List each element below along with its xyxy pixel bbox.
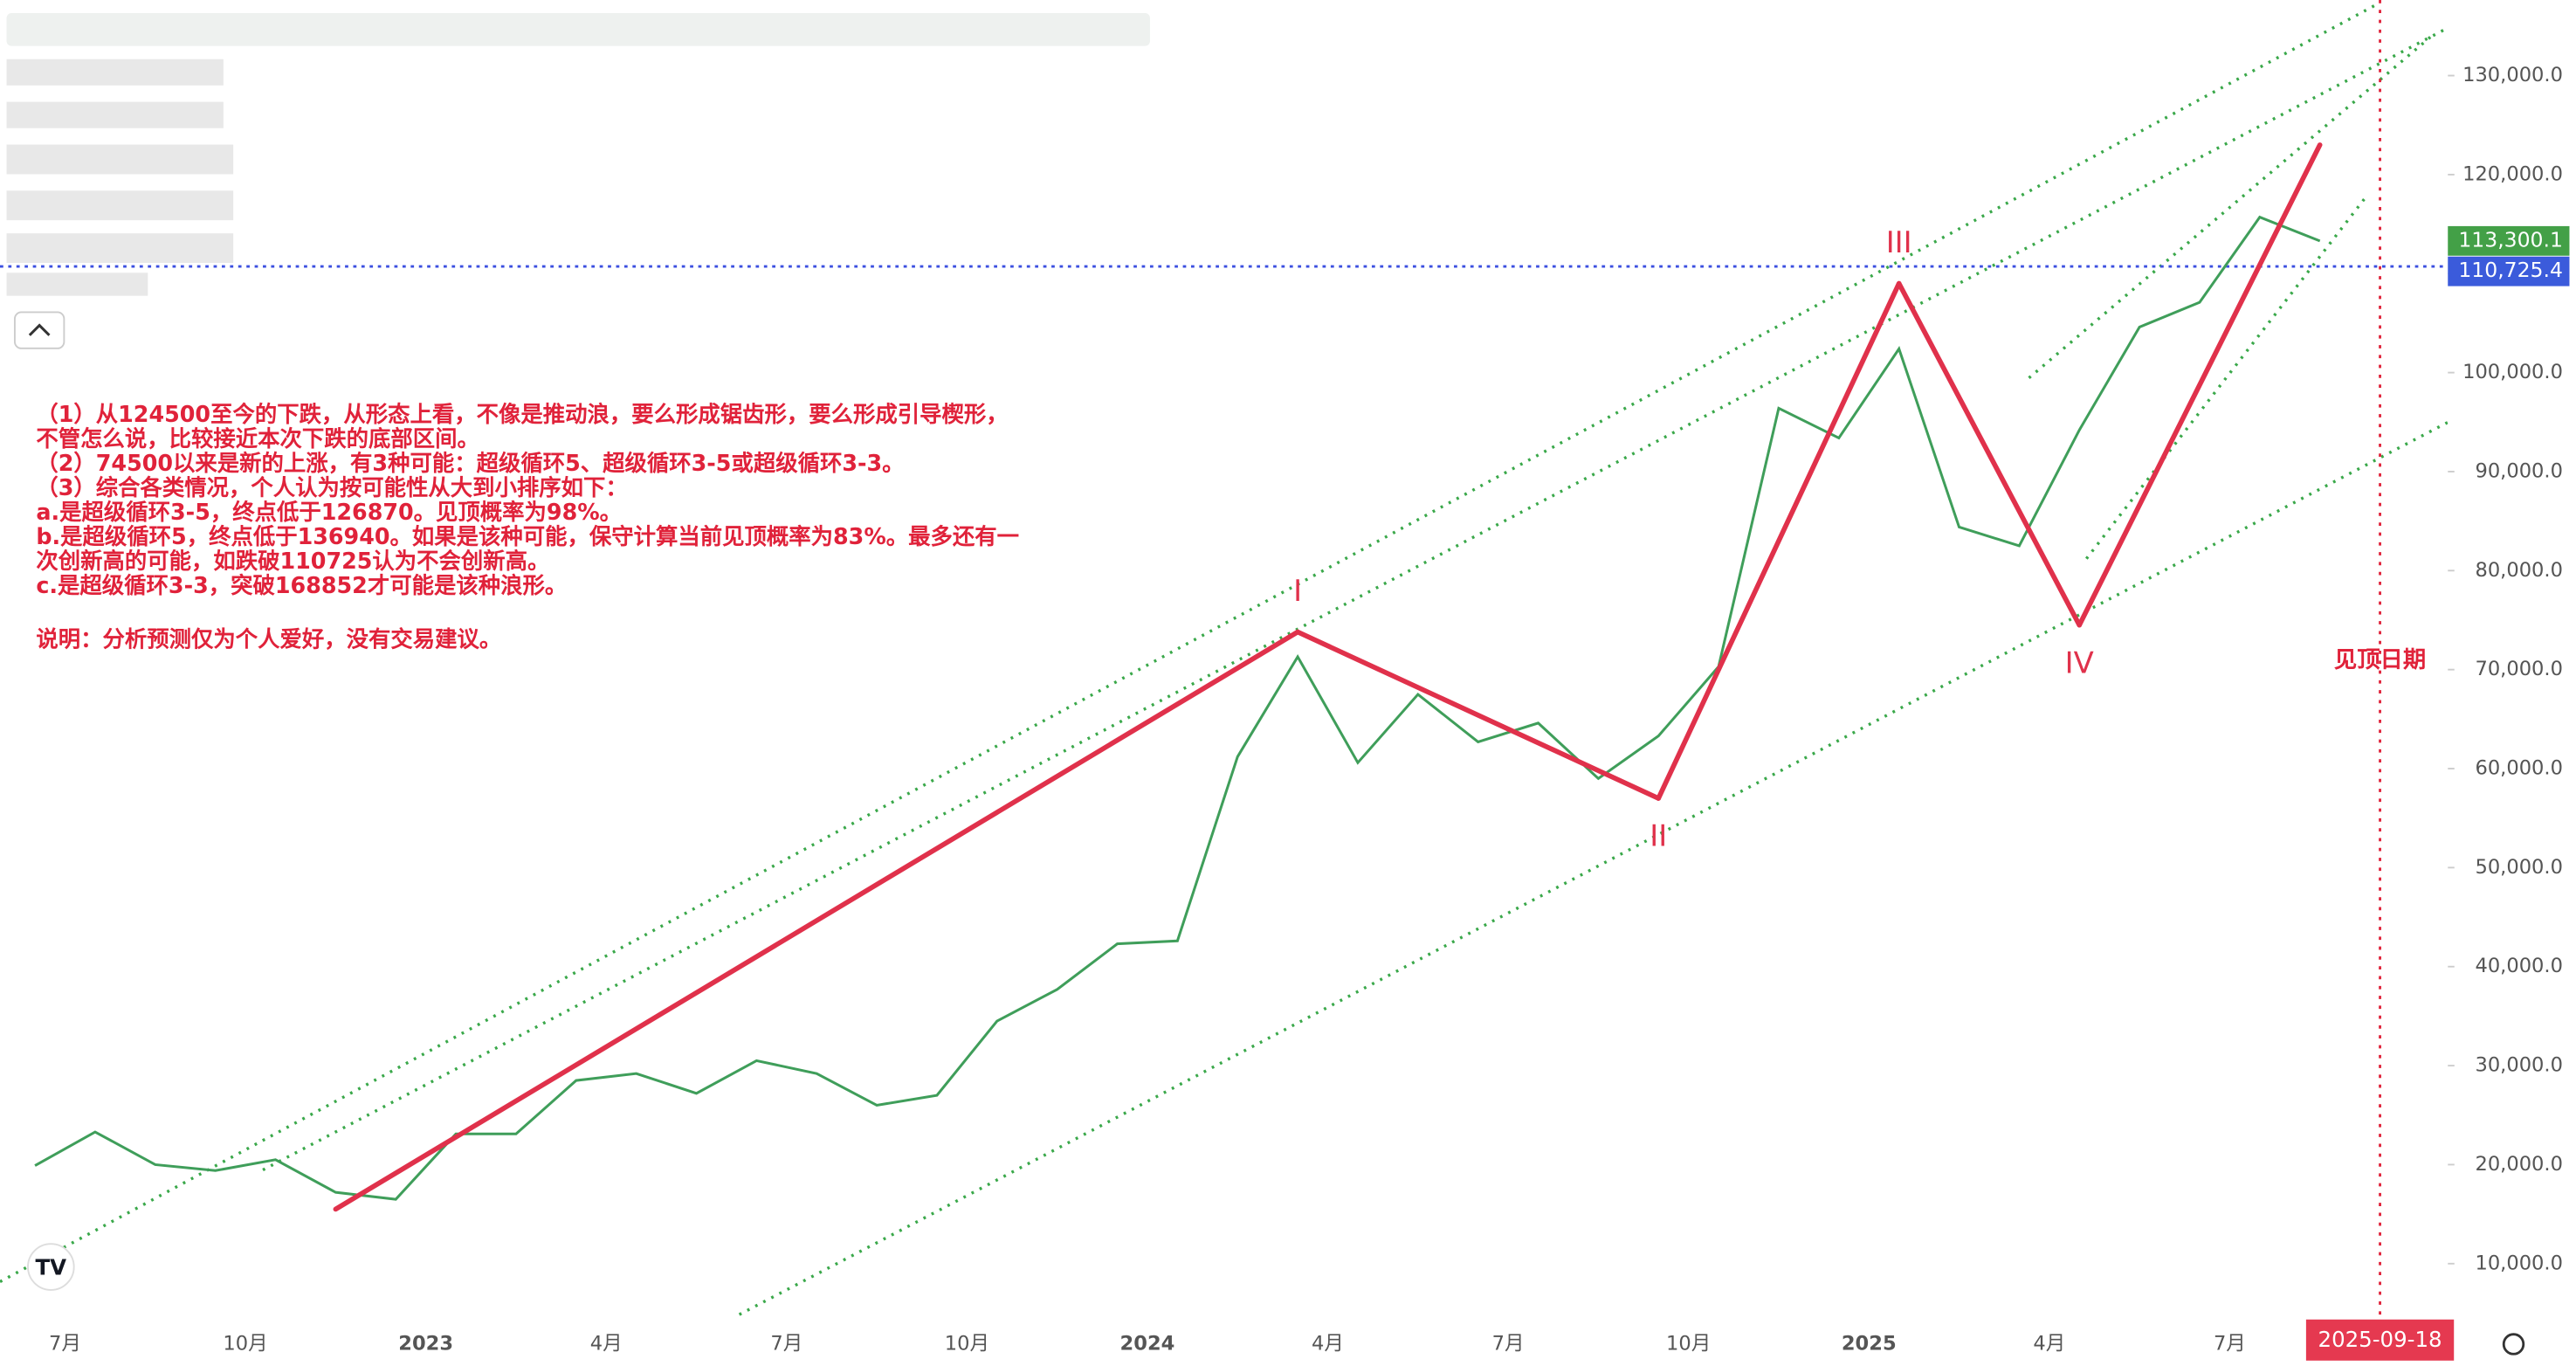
note-line: a.是超级循环3-5，终点低于126870。见顶概率为98%。 [36, 499, 622, 525]
x-tick-label: 4月 [590, 1332, 623, 1355]
y-tick-label: 60,000.0 [2475, 757, 2562, 780]
x-tick-label: 10月 [945, 1332, 989, 1355]
note-line: b.是超级循环5，终点低于136940。如果是该种可能，保守计算当前见顶概率为8… [36, 523, 1019, 549]
x-tick-label: 2024 [1120, 1332, 1175, 1355]
collapse-icon [28, 323, 51, 336]
top-date-box [2305, 1319, 2455, 1361]
disclaimer: 说明：分析预测仅为个人爱好，没有交易建议。 [36, 626, 501, 652]
logo-ring [27, 1243, 75, 1291]
x-tick-label: 7月 [2214, 1332, 2246, 1355]
y-tick-label: 70,000.0 [2475, 658, 2562, 680]
note-line: 次创新高的可能，如跌破110725认为不会创新高。 [36, 548, 549, 574]
wave-segment [2077, 142, 2323, 628]
note-line: （2）74500以来是新的上涨，有3种可能：超级循环5、超级循环3-5或超级循环… [36, 450, 904, 476]
note-line: c.是超级循环3-3，突破168852才可能是该种浪形。 [36, 572, 567, 598]
wave-label: IV [2065, 645, 2094, 680]
top-date-label: 2025-09-18 [2318, 1327, 2442, 1352]
x-tick-label: 10月 [1666, 1332, 1711, 1355]
x-tick-label: 2025 [1842, 1332, 1897, 1355]
note-line: 不管怎么说，比较接近本次下跌的底部区间。 [36, 425, 479, 452]
y-tick-label: 30,000.0 [2475, 1054, 2562, 1077]
x-tick-label: 7月 [49, 1332, 81, 1355]
x-tick-label: 10月 [223, 1332, 267, 1355]
y-tick-label: 90,000.0 [2475, 459, 2562, 482]
price-badge-label: 113,300.1 [2458, 227, 2563, 252]
logo: TV [36, 1254, 67, 1280]
note-line: （1）从124500至今的下跌，从形态上看，不像是推动浪，要么形成锯齿形，要么形… [36, 401, 1008, 427]
y-tick-label: 40,000.0 [2475, 955, 2562, 977]
x-tick-label: 7月 [770, 1332, 802, 1355]
x-tick-label: 4月 [1312, 1332, 1344, 1355]
x-tick-label: 2023 [398, 1332, 453, 1355]
wave-segment [1656, 280, 1902, 801]
wave-label: III [1886, 225, 1912, 259]
x-tick-label: 4月 [2033, 1332, 2065, 1355]
wave-segment [333, 629, 1300, 1212]
y-tick-label: 120,000.0 [2462, 162, 2563, 185]
wave-label: I [1293, 574, 1302, 608]
price-badge-label: 110,725.4 [2458, 258, 2563, 282]
price-badge [2448, 256, 2570, 286]
top-date-caption: 见顶日期 [2334, 647, 2426, 673]
y-tick-label: 10,000.0 [2475, 1252, 2562, 1274]
channel-lines [0, 2, 2449, 1316]
wave-label: II [1650, 819, 1667, 853]
y-tick-label: 20,000.0 [2475, 1153, 2562, 1176]
note-line: （3）综合各类情况，个人认为按可能性从大到小排序如下： [36, 474, 627, 500]
y-tick-label: 80,000.0 [2475, 559, 2562, 582]
x-tick-label: 7月 [1492, 1332, 1525, 1355]
settings-icon[interactable] [2502, 1333, 2525, 1356]
y-tick-label: 100,000.0 [2462, 361, 2563, 383]
collapse-button[interactable] [13, 311, 65, 349]
price-badge [2448, 225, 2570, 256]
notes: （1）从124500至今的下跌，从形态上看，不像是推动浪，要么形成锯齿形，要么形… [36, 401, 1019, 652]
legend-blur [6, 13, 1150, 296]
y-tick-label: 130,000.0 [2462, 64, 2563, 86]
wave-segment [1896, 280, 2083, 628]
wave-segment [1295, 629, 1662, 801]
price-line [34, 215, 2321, 1201]
y-tick-label: 50,000.0 [2475, 856, 2562, 879]
